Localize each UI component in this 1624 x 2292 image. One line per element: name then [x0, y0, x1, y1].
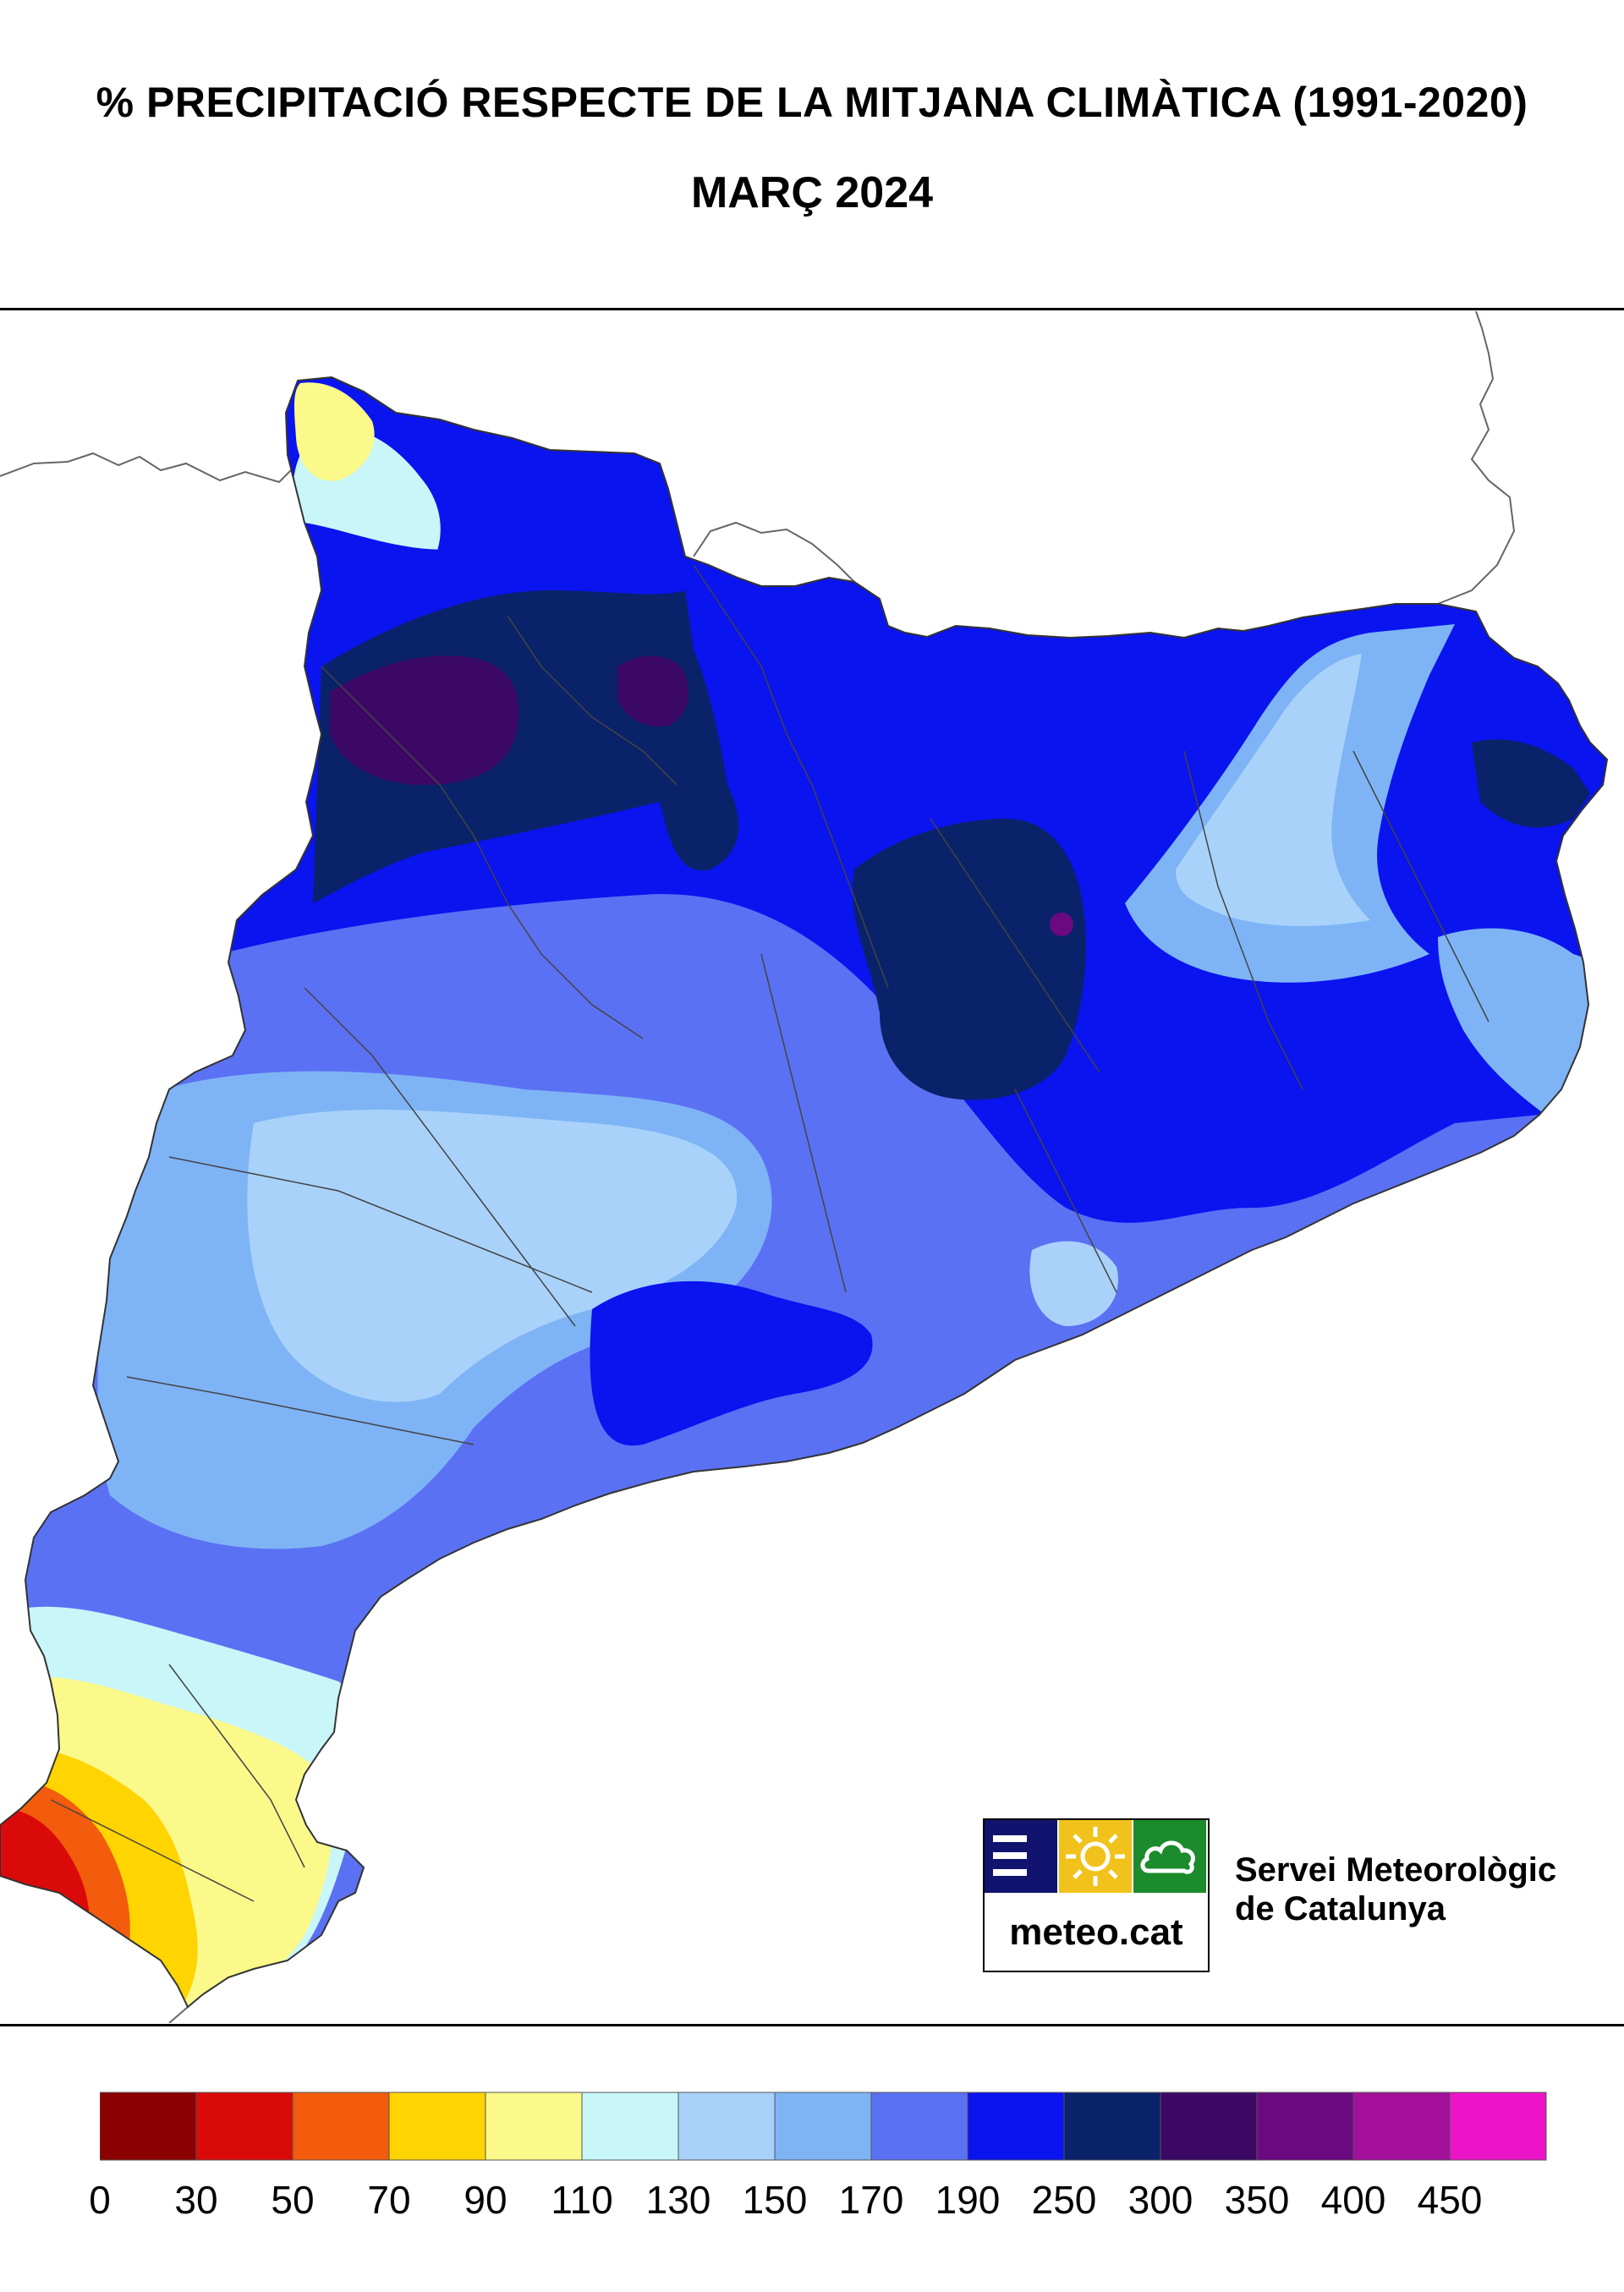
legend-swatch-130: [678, 2092, 776, 2161]
legend-tick-label: 110: [551, 2178, 613, 2222]
logo-cloud-icon: [1133, 1820, 1206, 1893]
legend-swatch-170: [870, 2092, 968, 2161]
field-130-150: [247, 1110, 738, 1402]
comarca-borders: [50, 564, 1490, 1902]
legend-tick-label: 250: [1031, 2178, 1097, 2222]
organization-name: Servei Meteorològic de Catalunya: [1235, 1851, 1556, 1928]
color-legend: [100, 2092, 1547, 2161]
legend-tick-label: 170: [838, 2178, 904, 2222]
legend-swatch-110: [581, 2092, 679, 2161]
field-90-110-nw: [294, 382, 375, 481]
legend-tick-label: 190: [935, 2178, 1001, 2222]
legend-swatch-150: [774, 2092, 872, 2161]
legend-swatch-50: [292, 2092, 390, 2161]
legend-tick-label: 400: [1320, 2178, 1386, 2222]
legend-swatch-450: [1449, 2092, 1547, 2161]
logo-brand-text: meteo.cat: [1009, 1911, 1183, 1953]
legend-tick-label: 90: [464, 2178, 508, 2222]
legend-tick-label: 350: [1224, 2178, 1290, 2222]
field-250-300-central: [852, 819, 1086, 1100]
legend-swatch-400: [1352, 2092, 1451, 2161]
legend-tick-label: 30: [174, 2178, 218, 2222]
neighbor-boundaries: [0, 311, 1516, 2023]
legend-swatch-350: [1256, 2092, 1354, 2161]
legend-swatch-300: [1160, 2092, 1258, 2161]
legend-swatch-190: [967, 2092, 1065, 2161]
field-300-350-west: [330, 655, 519, 785]
map-subtitle: MARÇ 2024: [690, 168, 934, 217]
field-130-150-ne: [1176, 654, 1370, 926]
legend-swatch-90: [485, 2092, 583, 2161]
legend-tick-label: 450: [1417, 2178, 1483, 2222]
legend-swatch-0: [100, 2092, 197, 2161]
field-300-350-north: [617, 655, 689, 727]
org-line-1: Servei Meteorològic: [1235, 1851, 1557, 1889]
legend-tick-label: 50: [271, 2178, 315, 2222]
map-frame-top: [0, 308, 1624, 310]
field-130-150-south: [1029, 1241, 1118, 1326]
legend-swatch-70: [388, 2092, 486, 2161]
legend-tick-label: 300: [1127, 2178, 1193, 2222]
field-350-400-spot: [1050, 913, 1073, 936]
field-250-300-ne: [1472, 739, 1590, 828]
logo-bars-icon: [985, 1820, 1057, 1893]
logo-sun-icon: [1059, 1820, 1132, 1893]
precipitation-map: [0, 311, 1608, 2023]
legend-swatch-250: [1063, 2092, 1161, 2161]
map-title: % PRECIPITACIÓ RESPECTE DE LA MITJANA CL…: [96, 79, 1528, 126]
legend-tick-label: 0: [89, 2178, 111, 2222]
legend-tick-label: 130: [645, 2178, 711, 2222]
legend-tick-label: 70: [367, 2178, 411, 2222]
org-line-2: de Catalunya: [1235, 1890, 1446, 1927]
legend-swatch-30: [195, 2092, 294, 2161]
legend-tick-label: 150: [742, 2178, 808, 2222]
precipitation-fields: [0, 377, 1607, 2007]
map-frame-bottom: [0, 2024, 1624, 2026]
meteocat-logo: meteo.cat: [983, 1818, 1210, 1972]
field-190-250-south: [590, 1280, 873, 1446]
